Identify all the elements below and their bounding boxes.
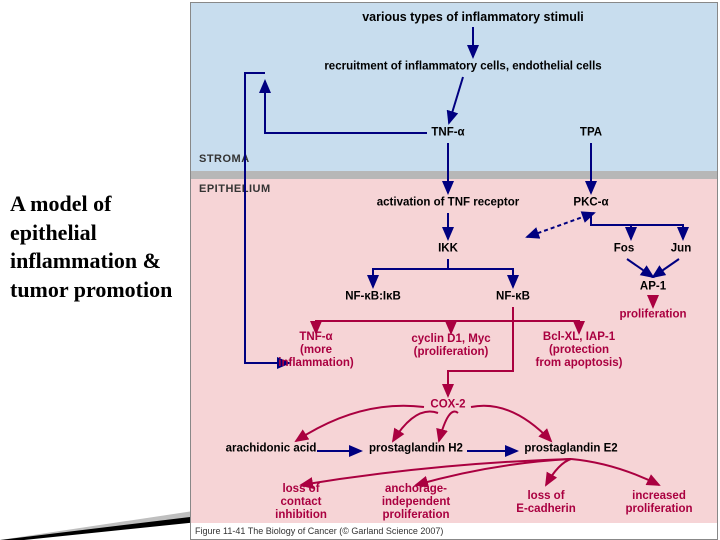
node-tnfr: activation of TNF receptor bbox=[377, 196, 520, 209]
node-pgh2: prostaglandin H2 bbox=[369, 442, 463, 455]
slide-title-l1: A model of bbox=[10, 191, 111, 216]
node-cyclin: cyclin D1, Myc(proliferation) bbox=[411, 333, 490, 359]
node-bclxl: Bcl-XL, IAP-1(protectionfrom apoptosis) bbox=[536, 331, 623, 371]
node-tpa: TPA bbox=[580, 126, 602, 139]
node-tnfa2: TNF-α(moreinflammation) bbox=[278, 331, 353, 371]
node-pge2: prostaglandin E2 bbox=[524, 442, 617, 455]
node-fos: Fos bbox=[614, 242, 634, 255]
node-tnfa: TNF-α bbox=[431, 126, 464, 139]
node-pkca: PKC-α bbox=[573, 196, 608, 209]
figure-caption: Figure 11-41 The Biology of Cancer (© Ga… bbox=[191, 523, 717, 539]
slide-title-l4: tumor promotion bbox=[10, 277, 172, 302]
slide-title-l3: inflammation & bbox=[10, 248, 161, 273]
node-out1: loss ofcontactinhibition bbox=[275, 483, 327, 523]
node-ikk: IKK bbox=[438, 242, 458, 255]
node-ap1: AP-1 bbox=[640, 280, 666, 293]
node-nfkb: NF-κB bbox=[496, 290, 530, 303]
node-cox2: COX-2 bbox=[430, 398, 465, 411]
slide-title-l2: epithelial bbox=[10, 220, 97, 245]
node-arachid: arachidonic acid bbox=[226, 442, 317, 455]
node-out3: loss ofE-cadherin bbox=[516, 490, 575, 516]
node-nfkbikb: NF-κB:IκB bbox=[345, 290, 401, 303]
node-out2: anchorage-independentproliferation bbox=[382, 483, 450, 523]
node-jun: Jun bbox=[671, 242, 691, 255]
stroma-label: STROMA bbox=[199, 153, 250, 165]
node-stimuli: various types of inflammatory stimuli bbox=[362, 10, 584, 24]
node-recruit: recruitment of inflammatory cells, endot… bbox=[324, 60, 601, 73]
slide-title: A model of epithelial inflammation & tum… bbox=[10, 190, 172, 304]
node-out4: increasedproliferation bbox=[625, 490, 692, 516]
stroma-region bbox=[191, 3, 717, 171]
node-prolif1: proliferation bbox=[619, 308, 686, 321]
region-divider bbox=[191, 171, 717, 179]
diagram-container: Figure 11-41 The Biology of Cancer (© Ga… bbox=[190, 2, 718, 540]
caption-text: Figure 11-41 The Biology of Cancer (© Ga… bbox=[195, 526, 443, 536]
epithelium-label: EPITHELIUM bbox=[199, 183, 271, 195]
